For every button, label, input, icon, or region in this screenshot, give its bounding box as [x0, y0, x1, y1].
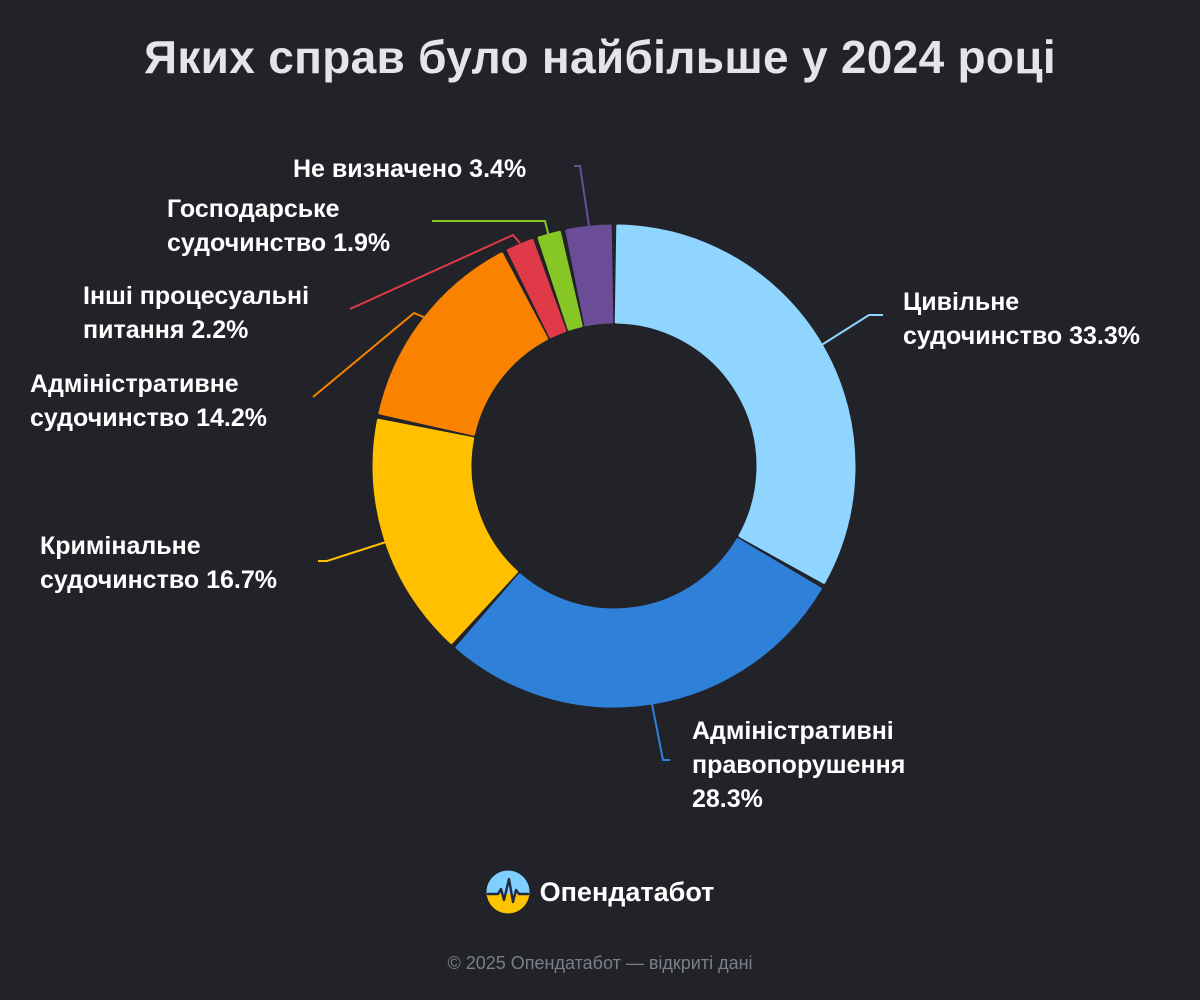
leader-line-3	[318, 541, 387, 562]
leader-line-1	[819, 314, 883, 347]
slice-label-line: Адміністративні	[692, 717, 894, 745]
slice-3	[372, 418, 518, 645]
slice-labels-group: Цивільне судочинство 33.3% Адміністративні…	[30, 155, 1140, 813]
slice-label-7: Не визначено 3.4%	[293, 155, 526, 183]
leader-lines-group	[312, 165, 883, 761]
leader-line-5	[349, 233, 521, 310]
slice-label-line: судочинство 14.2%	[30, 404, 267, 432]
slice-label-4: Адміністративне судочинство 14.2%	[30, 370, 267, 432]
brand-name: Опендатабот	[539, 876, 715, 907]
slice-7	[565, 224, 614, 327]
slice-label-3: Кримінальне судочинство 16.7%	[40, 532, 277, 594]
slice-6	[537, 230, 583, 331]
slice-label-line: судочинство 33.3%	[903, 322, 1140, 350]
slice-label-line: Цивільне	[903, 288, 1019, 316]
slice-label-line: Не визначено 3.4%	[293, 155, 526, 183]
slice-label-line: судочинство 16.7%	[40, 566, 277, 594]
leader-line-2	[651, 703, 670, 761]
slice-label-6: Господарське судочинство 1.9%	[167, 195, 390, 257]
slice-2	[455, 538, 822, 708]
leader-line-4	[312, 311, 427, 398]
slice-label-line: Інші процесуальні	[83, 282, 309, 310]
slice-label-1: Цивільне судочинство 33.3%	[903, 288, 1140, 350]
slice-label-line: Адміністративне	[30, 370, 239, 398]
leader-line-6	[432, 220, 550, 238]
opendatabot-logo-icon	[486, 870, 530, 914]
slice-label-line: Кримінальне	[40, 532, 201, 560]
footer-copyright: © 2025 Опендатабот — відкриті дані	[447, 953, 753, 973]
slice-label-line: 28.3%	[692, 785, 763, 813]
page-title: Яких справ було найбільше у 2024 році	[144, 31, 1056, 83]
slice-label-line: судочинство 1.9%	[167, 229, 390, 257]
slice-5	[506, 238, 567, 339]
slice-label-line: правопорушення	[692, 751, 905, 779]
brand: Опендатабот	[0, 870, 1200, 914]
slice-label-line: Господарське	[167, 195, 340, 223]
slice-label-5: Інші процесуальні питання 2.2%	[83, 282, 309, 344]
slices-group	[372, 224, 856, 708]
slice-label-2: Адміністративні правопорушення 28.3%	[692, 717, 905, 813]
slice-1	[614, 224, 856, 584]
slice-4	[378, 252, 549, 436]
leader-line-7	[574, 165, 590, 227]
slice-label-line: питання 2.2%	[83, 316, 248, 344]
